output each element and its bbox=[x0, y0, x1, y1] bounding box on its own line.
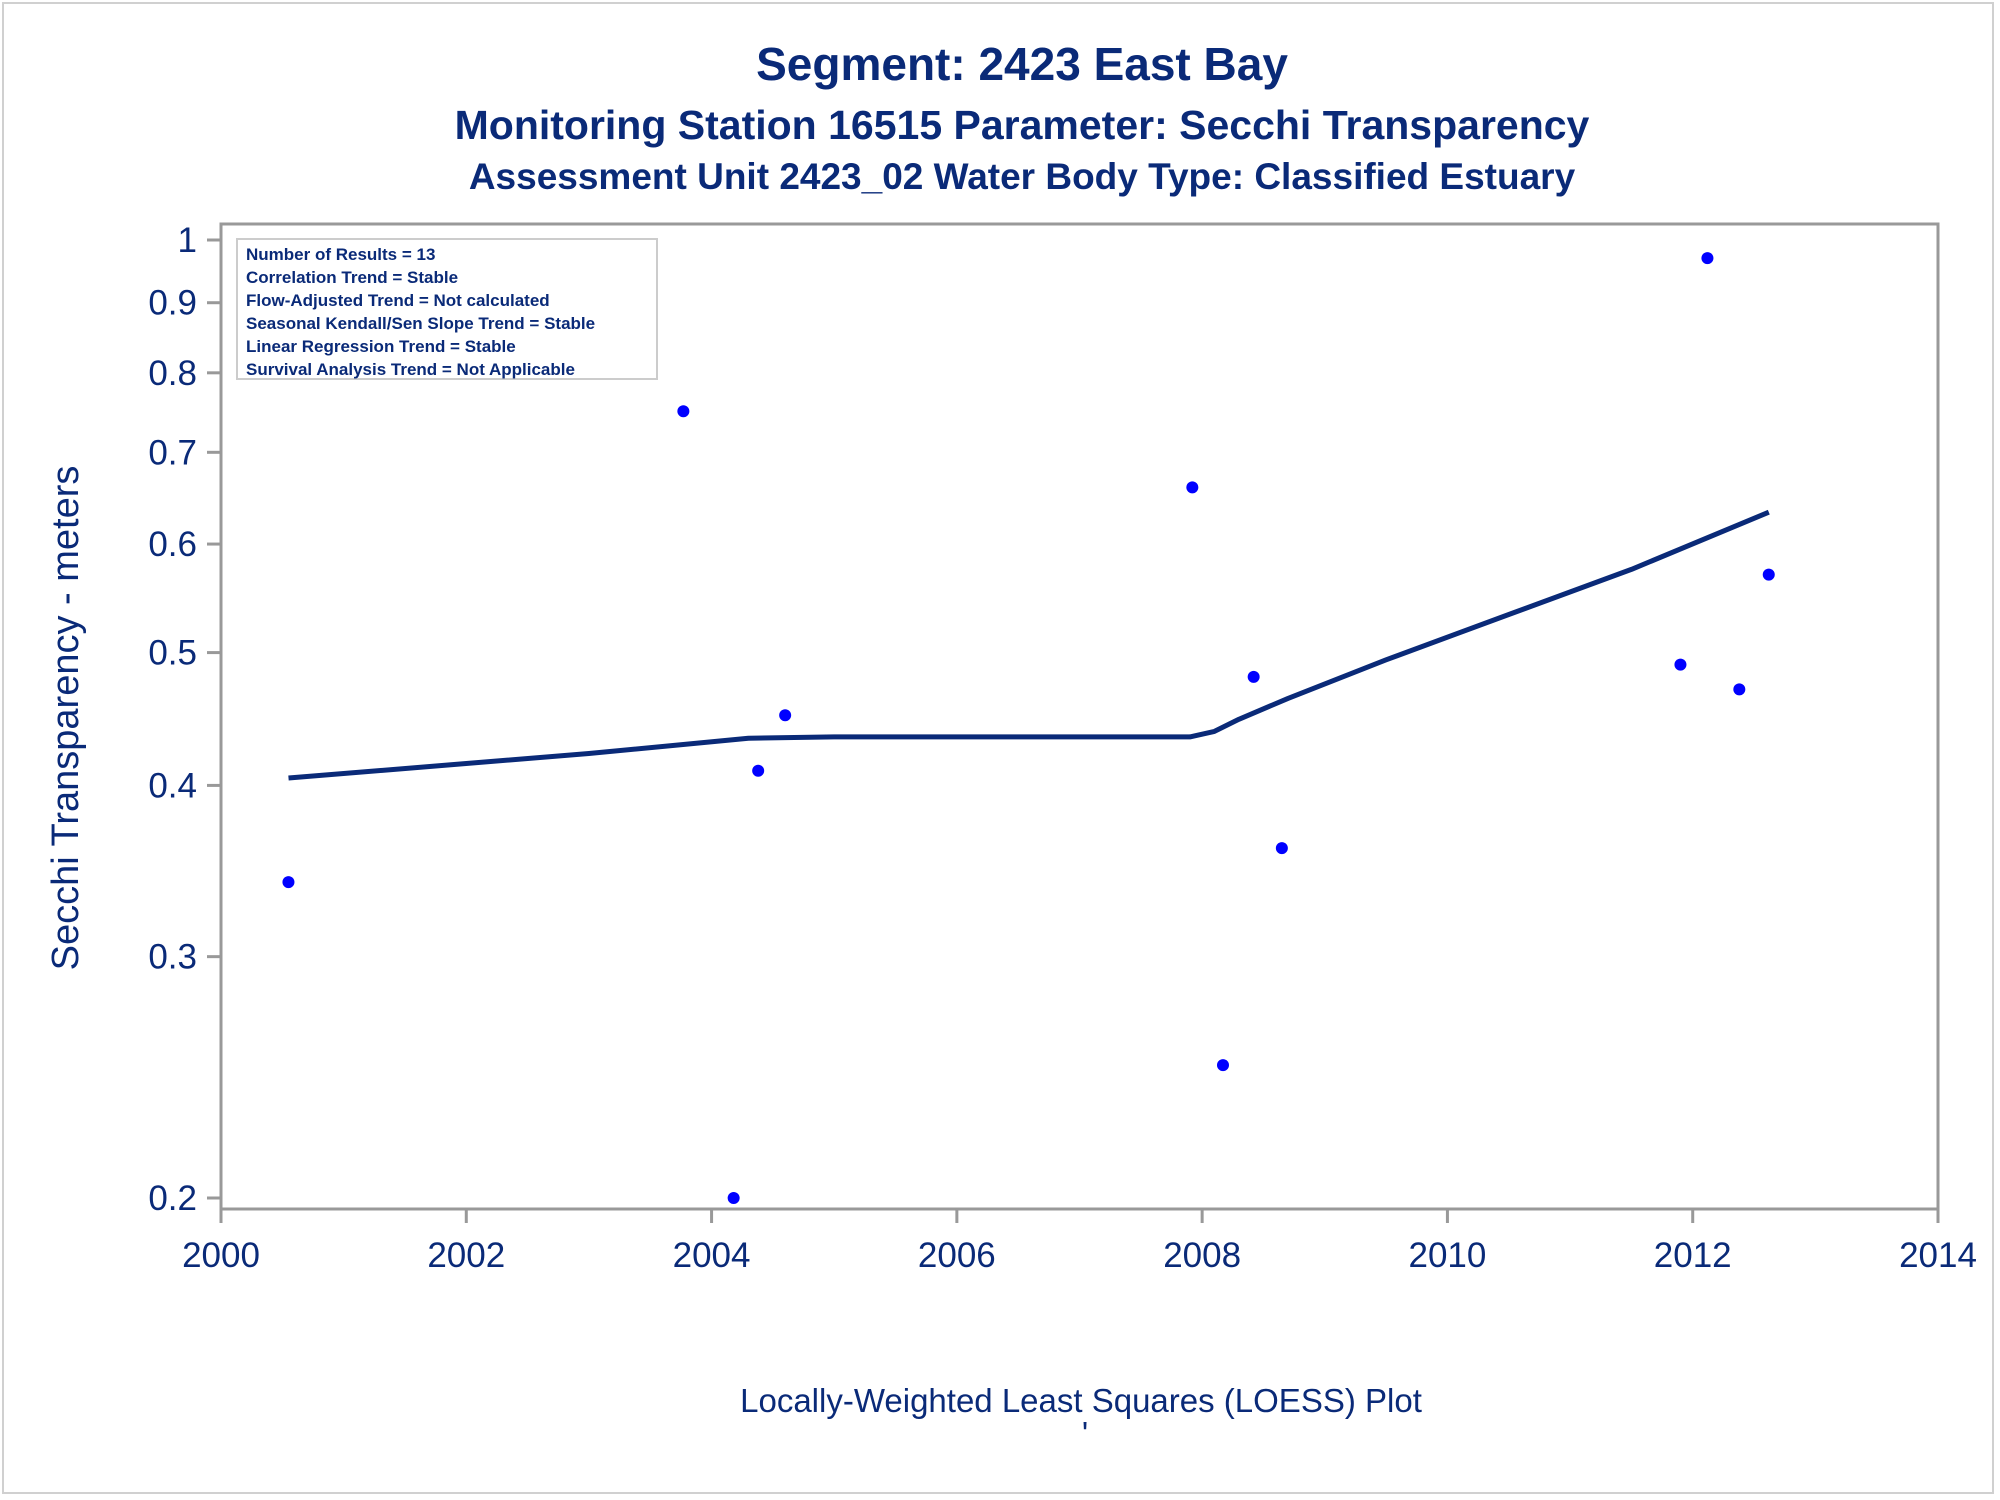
y-tick-label: 0.5 bbox=[148, 634, 197, 673]
stat-survival-analysis-trend: Survival Analysis Trend = Not Applicable bbox=[246, 360, 575, 379]
y-tick-label: 0.2 bbox=[148, 1179, 197, 1218]
data-point bbox=[1216, 1059, 1229, 1072]
chart-subtitle: Monitoring Station 16515 Parameter: Secc… bbox=[455, 102, 1590, 148]
data-point bbox=[1186, 481, 1199, 494]
x-tick-label: 2006 bbox=[918, 1236, 996, 1275]
x-axis: 2000 2002 2004 2006 2008 2010 2012 2014 bbox=[182, 1209, 1977, 1275]
data-point bbox=[1762, 568, 1775, 581]
plot-area bbox=[219, 222, 1940, 1211]
y-tick-label: 1 bbox=[178, 221, 197, 260]
y-tick-label: 0.9 bbox=[148, 284, 197, 323]
stats-box-border bbox=[236, 238, 658, 380]
data-point bbox=[727, 1192, 740, 1204]
x-tick-label: 2008 bbox=[1163, 1236, 1241, 1275]
stat-number-of-results: Number of Results = 13 bbox=[246, 245, 435, 264]
y-axis: 0.2 0.3 0.4 0.5 0.6 0.7 0.8 0.9 1 bbox=[148, 221, 221, 1218]
data-point bbox=[282, 876, 295, 889]
data-point bbox=[1247, 670, 1260, 683]
footer-mark: ' bbox=[1082, 1415, 1088, 1452]
footer-label: Locally-Weighted Least Squares (LOESS) P… bbox=[740, 1382, 1422, 1419]
data-point bbox=[779, 709, 792, 722]
chart-title: Segment: 2423 East Bay bbox=[756, 38, 1288, 90]
stat-seasonal-kendall-trend: Seasonal Kendall/Sen Slope Trend = Stabl… bbox=[246, 314, 595, 333]
data-point bbox=[1275, 842, 1288, 855]
y-tick-label: 0.6 bbox=[148, 525, 197, 564]
stat-linear-regression-trend: Linear Regression Trend = Stable bbox=[246, 337, 516, 356]
chart-subtitle-2: Assessment Unit 2423_02 Water Body Type:… bbox=[469, 156, 1576, 197]
data-points bbox=[282, 252, 1775, 1204]
x-tick-label: 2002 bbox=[427, 1236, 505, 1275]
stat-correlation-trend: Correlation Trend = Stable bbox=[246, 268, 458, 287]
x-tick-label: 2012 bbox=[1654, 1236, 1732, 1275]
data-point bbox=[752, 764, 765, 777]
x-tick-label: 2010 bbox=[1408, 1236, 1486, 1275]
data-point bbox=[677, 405, 690, 418]
data-point bbox=[1733, 683, 1746, 696]
y-tick-label: 0.4 bbox=[148, 766, 197, 805]
data-point bbox=[1701, 252, 1714, 265]
x-tick-label: 2000 bbox=[182, 1236, 260, 1275]
stat-flow-adjusted-trend: Flow-Adjusted Trend = Not calculated bbox=[246, 291, 550, 310]
y-tick-label: 0.8 bbox=[148, 354, 197, 393]
y-axis-title: Secchi Transparency - meters bbox=[45, 466, 87, 971]
loess-line bbox=[288, 509, 1770, 781]
data-point bbox=[1674, 658, 1687, 671]
x-tick-label: 2014 bbox=[1899, 1236, 1977, 1275]
y-tick-label: 0.3 bbox=[148, 938, 197, 977]
y-tick-label: 0.7 bbox=[148, 433, 197, 472]
x-tick-label: 2004 bbox=[673, 1236, 751, 1275]
stats-box: Number of Results = 13 Correlation Trend… bbox=[236, 238, 658, 380]
